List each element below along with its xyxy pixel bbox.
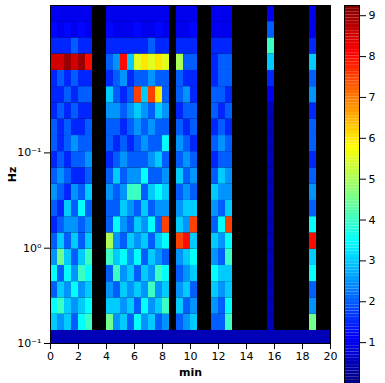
svg-text:8: 8 (159, 350, 166, 363)
svg-text:min: min (179, 366, 202, 379)
svg-text:4: 4 (369, 214, 376, 227)
svg-text:10⁰: 10⁰ (23, 242, 42, 255)
svg-text:12: 12 (212, 350, 226, 363)
svg-text:0: 0 (47, 350, 54, 363)
svg-text:6: 6 (131, 350, 138, 363)
svg-text:10⁻¹: 10⁻¹ (17, 337, 41, 350)
svg-text:6: 6 (369, 132, 376, 145)
svg-text:18: 18 (296, 350, 310, 363)
svg-text:5: 5 (369, 173, 376, 186)
svg-text:20: 20 (324, 350, 338, 363)
svg-text:3: 3 (369, 254, 376, 267)
svg-text:1: 1 (369, 336, 376, 349)
svg-text:Hz: Hz (6, 167, 19, 183)
svg-text:2: 2 (75, 350, 82, 363)
svg-text:2: 2 (369, 295, 376, 308)
svg-text:7: 7 (369, 91, 376, 104)
svg-text:9: 9 (369, 9, 376, 22)
svg-text:10: 10 (184, 350, 198, 363)
svg-text:16: 16 (268, 350, 282, 363)
svg-text:4: 4 (103, 350, 110, 363)
svg-text:8: 8 (369, 50, 376, 63)
svg-text:14: 14 (240, 350, 254, 363)
svg-text:10⁻¹: 10⁻¹ (17, 146, 41, 159)
